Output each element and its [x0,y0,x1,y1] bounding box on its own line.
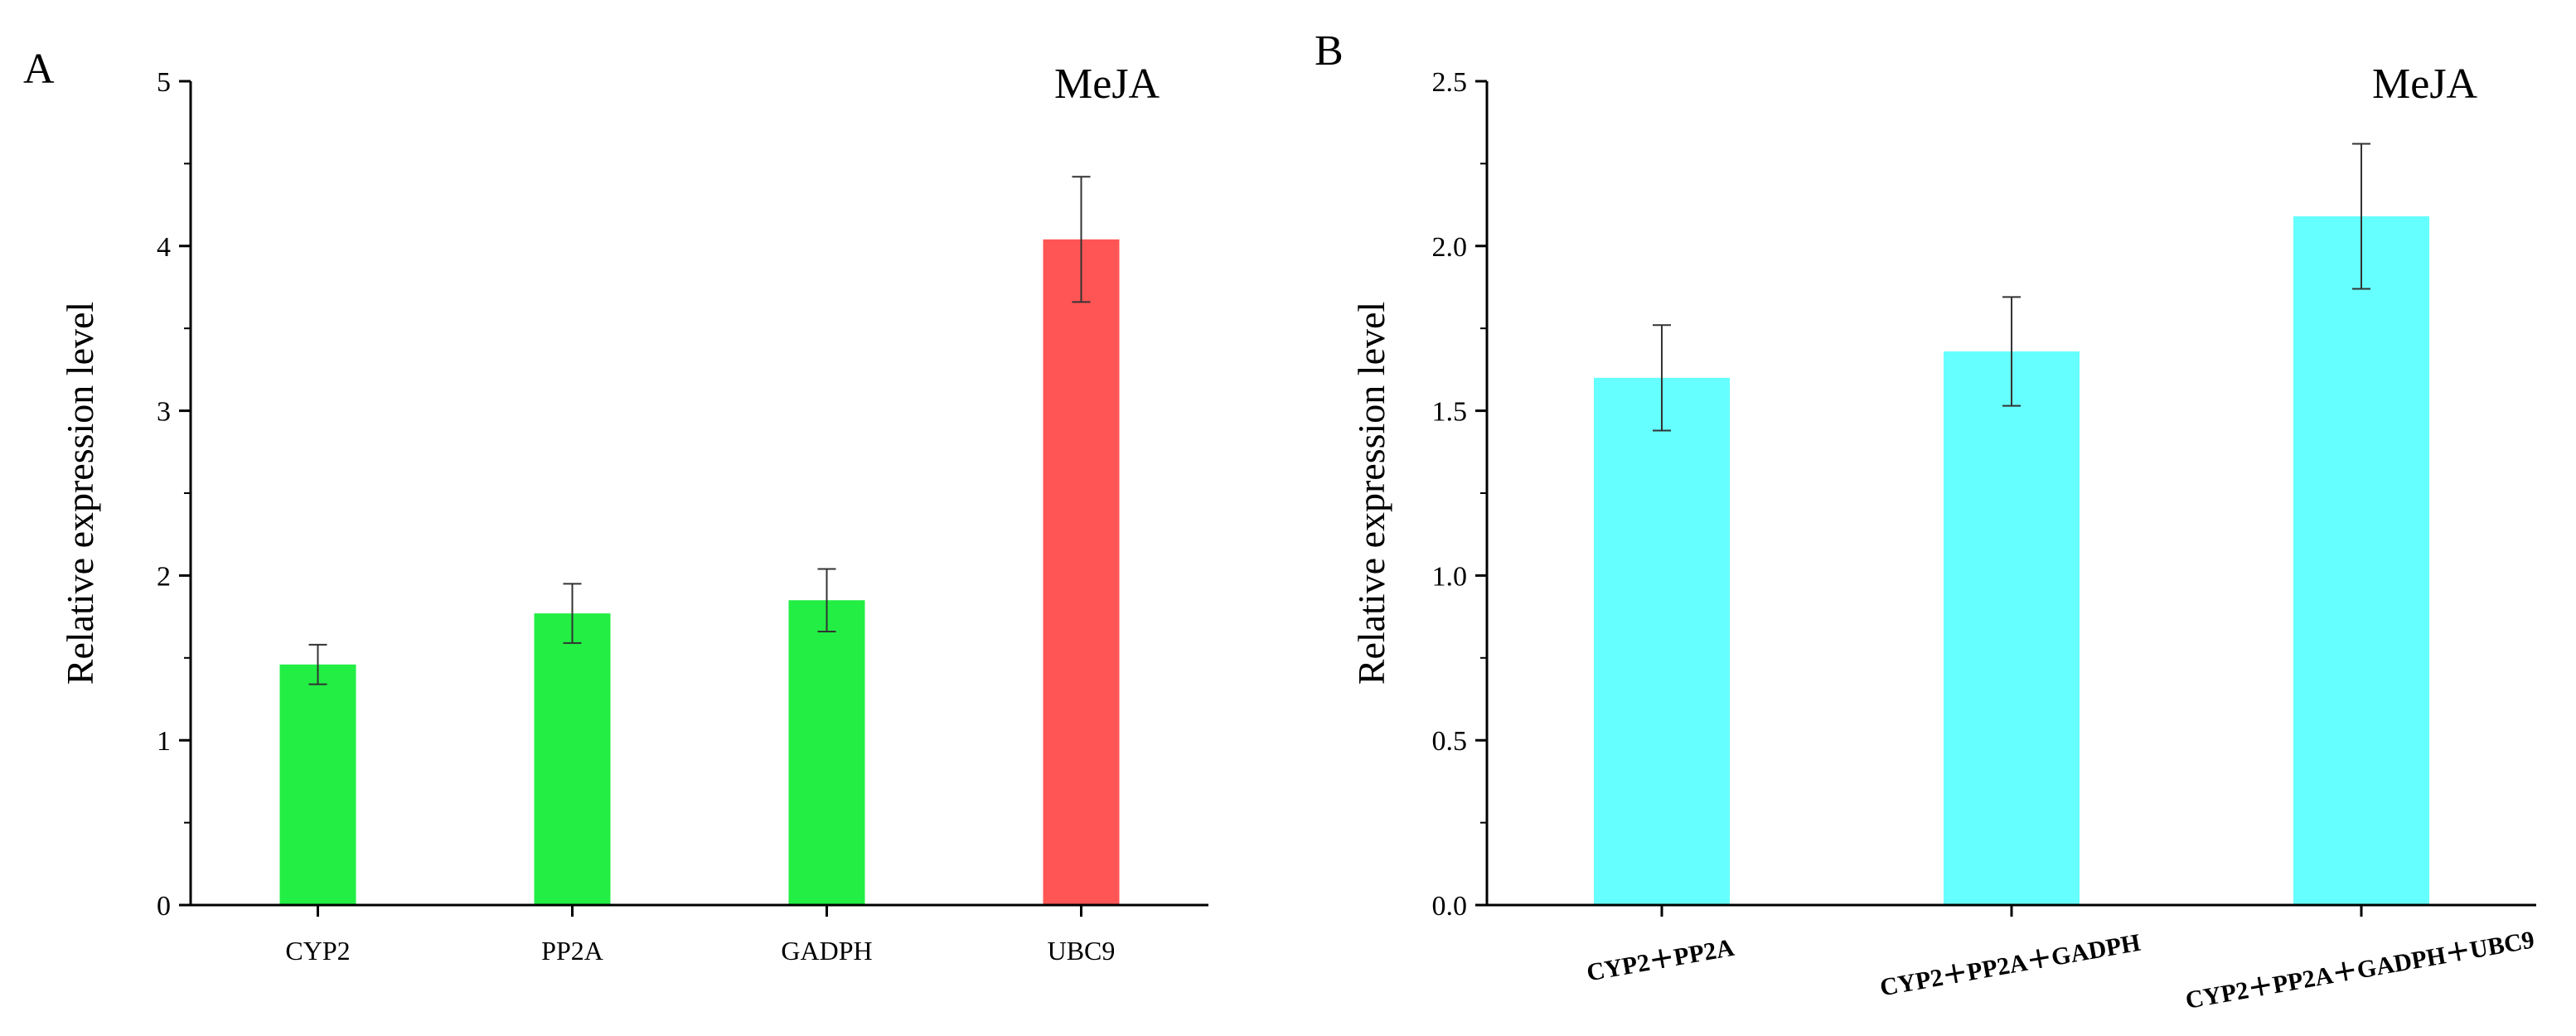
y-tick-label: 2.5 [1432,67,1468,98]
bar [279,664,356,905]
panel-b: B MeJA Relative expression level 0.0 0.5 1… [1315,27,2536,1014]
panel-b-error-bars [1653,143,2370,432]
y-tick-label: 0 [157,891,171,922]
panel-b-y-ticks: 0.0 0.5 1.0 1.5 2.0 2.5 [1432,67,1487,922]
panel-a: A MeJA Relative expression level 012345 … [23,46,1208,966]
y-tick-label: 5 [157,67,171,98]
panel-b-letter: B [1315,27,1344,75]
category-label: GADPH [781,936,872,966]
panel-b-axes [1485,81,2536,907]
category-label: UBC9 [1048,936,1116,966]
panel-a-error-bars [308,176,1091,685]
category-label: CYP2 [285,936,350,966]
bar [1043,239,1120,905]
bar [788,600,865,905]
panel-a-letter: A [23,46,55,93]
category-label: CYP2＋PP2A＋GADPH [1878,929,2143,1002]
panel-b-title: MeJA [2372,61,2478,108]
y-tick-label: 1.0 [1432,561,1468,592]
panel-a-bars [279,239,1120,905]
bar [1944,351,2080,906]
y-tick-label: 1 [157,726,171,757]
y-tick-label: 2 [157,561,171,592]
y-tick-label: 0.5 [1432,726,1468,757]
panel-a-axes [189,81,1208,907]
panel-a-y-ticks: 0 1 2 3 4 5 [157,67,191,922]
category-label: CYP2＋PP2A＋GADPH＋UBC9 [2183,926,2536,1014]
y-tick-label: 1.5 [1432,397,1468,428]
category-label: PP2A [541,936,603,966]
bar [2293,216,2429,905]
panel-a-y-axis-label: Relative expression level [59,302,101,685]
panel-b-y-axis-label: Relative expression level [1350,302,1392,685]
y-tick-label: 3 [157,397,171,428]
category-label: CYP2＋PP2A [1585,934,1736,987]
panel-b-category-labels: CYP2＋PP2A CYP2＋PP2A＋GADPH CYP2＋PP2A＋GADPH＋… [1585,905,2536,1014]
panel-b-bars [1594,216,2429,906]
panel-a-category-labels: CYP2 PP2A GADPH UBC9 [285,905,1115,966]
y-tick-label: 0.0 [1432,891,1468,922]
bar [534,613,611,905]
panel-a-title: MeJA [1054,61,1160,108]
y-tick-label: 4 [157,232,171,263]
y-tick-label: 2.0 [1432,232,1468,263]
bar [1594,377,1730,906]
